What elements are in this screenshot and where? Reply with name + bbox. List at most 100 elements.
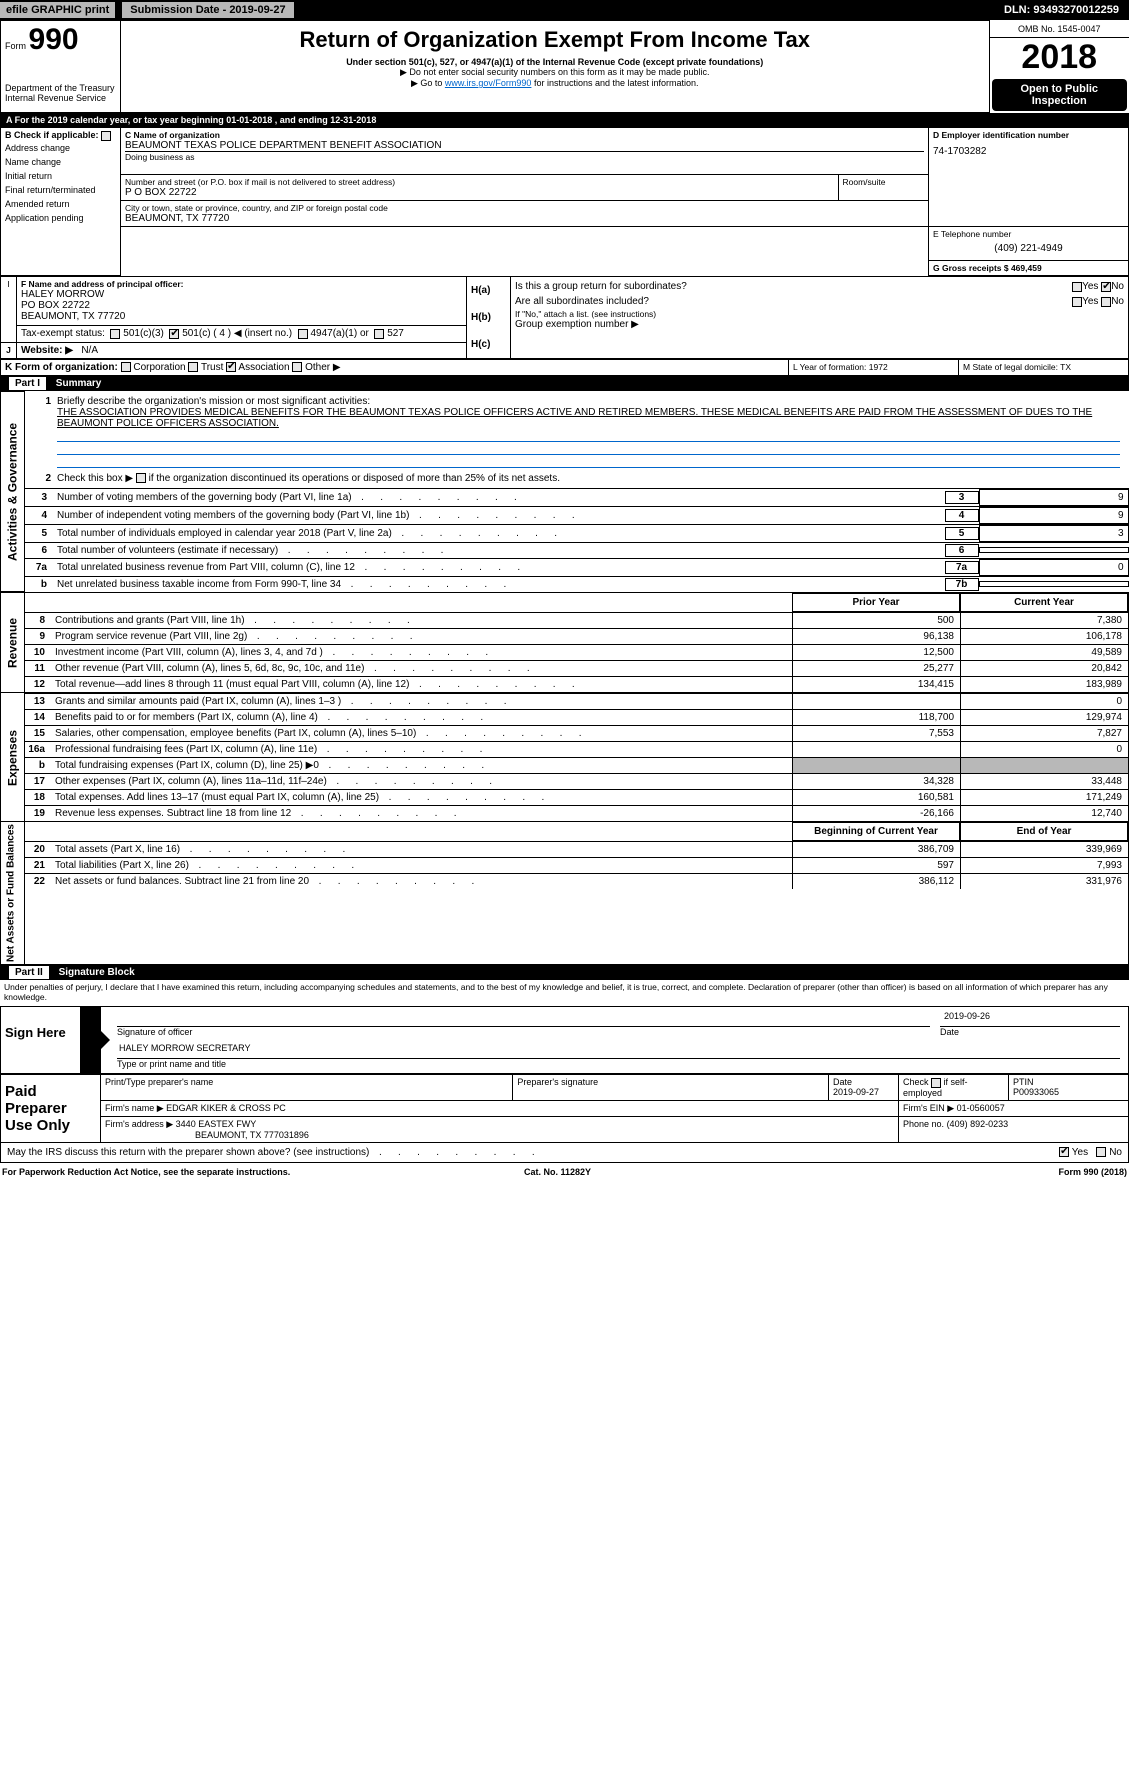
- goto-prefix: ▶ Go to: [411, 78, 445, 88]
- financial-row: 16aProfessional fundraising fees (Part I…: [25, 741, 1128, 757]
- sign-arrow-icon: [81, 1007, 101, 1073]
- paid-preparer-block: Paid Preparer Use Only Print/Type prepar…: [0, 1074, 1129, 1143]
- ha-yes-checkbox[interactable]: [1072, 282, 1082, 292]
- financial-row: 8Contributions and grants (Part VIII, li…: [25, 612, 1128, 628]
- financial-row: 9Program service revenue (Part VIII, lin…: [25, 628, 1128, 644]
- prep-date-hdr: Date: [833, 1077, 852, 1087]
- netassets-block: Beginning of Current Year End of Year 20…: [25, 822, 1129, 965]
- 4947-checkbox[interactable]: [298, 329, 308, 339]
- rowk-checkbox[interactable]: [226, 362, 236, 372]
- part1-table: Activities & Governance 1 Briefly descri…: [0, 391, 1129, 592]
- yes-label: Yes: [1082, 281, 1098, 292]
- financial-row: 13Grants and similar amounts paid (Part …: [25, 693, 1128, 709]
- rowk-checkbox[interactable]: [188, 362, 198, 372]
- signature-line[interactable]: [117, 1011, 930, 1027]
- org-name: BEAUMONT TEXAS POLICE DEPARTMENT BENEFIT…: [125, 140, 924, 151]
- dept-irs: Internal Revenue Service: [5, 93, 116, 103]
- top-bar: efile GRAPHIC print Submission Date - 20…: [0, 0, 1129, 20]
- date-label: Date: [940, 1027, 1120, 1037]
- tax-exempt-label: Tax-exempt status:: [21, 328, 105, 339]
- financial-row: 21Total liabilities (Part X, line 26)597…: [25, 857, 1128, 873]
- firm-phone-label: Phone no.: [903, 1119, 944, 1129]
- part1-numboxed: 3Number of voting members of the governi…: [25, 488, 1129, 592]
- dln-label: DLN: 93493270012259: [994, 2, 1129, 18]
- financial-row: 12Total revenue—add lines 8 through 11 (…: [25, 676, 1128, 692]
- financial-row: 18Total expenses. Add lines 13–17 (must …: [25, 789, 1128, 805]
- omb-number: OMB No. 1545-0047: [990, 21, 1129, 38]
- website-label: Website: ▶: [21, 345, 73, 356]
- summary-line: 3Number of voting members of the governi…: [25, 488, 1129, 506]
- part1-title: Summary: [56, 378, 102, 389]
- 527-label: 527: [387, 328, 404, 339]
- sign-date: 2019-09-26: [940, 1011, 1120, 1027]
- part1-tab: Part I: [8, 376, 47, 391]
- box-c-address: Number and street (or P.O. box if mail i…: [121, 175, 929, 227]
- hb-text: Are all subordinates included?: [515, 296, 1072, 307]
- footer-right: Form 990 (2018): [1058, 1167, 1127, 1177]
- street-label: Number and street (or P.O. box if mail i…: [125, 177, 834, 187]
- yes-label2: Yes: [1082, 296, 1098, 307]
- discuss-no-checkbox[interactable]: [1096, 1147, 1106, 1157]
- row-j-marker: J: [1, 342, 17, 358]
- officer-addr2: BEAUMONT, TX 77720: [21, 311, 462, 322]
- rowk-checkbox[interactable]: [292, 362, 302, 372]
- paid-preparer-label: Paid Preparer Use Only: [1, 1075, 101, 1143]
- box-b-item: Final return/terminated: [5, 183, 116, 197]
- summary-line: 4Number of independent voting members of…: [25, 506, 1129, 524]
- checkbox-icon[interactable]: [101, 131, 111, 141]
- rowk-option-label: Trust: [198, 362, 223, 373]
- firm-addr-label: Firm's address ▶: [105, 1119, 173, 1129]
- summary-line: bNet unrelated business taxable income f…: [25, 576, 1129, 592]
- officer-addr1: PO BOX 22722: [21, 300, 462, 311]
- ha-text: Is this a group return for subordinates?: [515, 281, 1072, 292]
- selfemp-text-a: Check: [903, 1077, 931, 1087]
- gross-receipts: G Gross receipts $ 469,459: [933, 263, 1124, 273]
- 527-checkbox[interactable]: [374, 329, 384, 339]
- subtitle-1: Under section 501(c), 527, or 4947(a)(1)…: [125, 57, 985, 67]
- name-title-label: Type or print name and title: [117, 1059, 1120, 1069]
- ha-no-checkbox[interactable]: [1101, 282, 1111, 292]
- ein-value: 74-1703282: [933, 140, 1124, 163]
- discuss-text: May the IRS discuss this return with the…: [7, 1147, 537, 1158]
- 501c-checkbox[interactable]: [169, 329, 179, 339]
- dba-label: Doing business as: [125, 152, 924, 162]
- financial-row: 15Salaries, other compensation, employee…: [25, 725, 1128, 741]
- sign-here-label: Sign Here: [1, 1007, 81, 1073]
- form-label: Form: [5, 41, 26, 51]
- expenses-block: 13Grants and similar amounts paid (Part …: [25, 693, 1129, 822]
- header-right: OMB No. 1545-0047 2018 Open to Public In…: [989, 21, 1129, 113]
- revenue-block: Prior Year Current Year 8Contributions a…: [25, 593, 1129, 693]
- financial-row: 19Revenue less expenses. Subtract line 1…: [25, 805, 1128, 821]
- q2-text-a: Check this box ▶: [57, 473, 136, 484]
- officer-name: HALEY MORROW: [21, 289, 462, 300]
- blank-line: [57, 456, 1120, 468]
- financials-table: Revenue Prior Year Current Year 8Contrib…: [0, 592, 1129, 965]
- discuss-yes-checkbox[interactable]: [1059, 1147, 1069, 1157]
- revenue-vlabel: Revenue: [1, 593, 25, 693]
- efile-label: efile GRAPHIC print: [0, 2, 115, 18]
- street-value: P O BOX 22722: [125, 187, 834, 198]
- ptin-hdr: PTIN: [1013, 1077, 1034, 1087]
- rowk-checkbox[interactable]: [121, 362, 131, 372]
- row-i-marker: I: [1, 277, 17, 343]
- hb-no-checkbox[interactable]: [1101, 297, 1111, 307]
- dept-treasury: Department of the Treasury: [5, 83, 116, 93]
- activities-vlabel: Activities & Governance: [1, 392, 25, 592]
- ptin-val: P00933065: [1013, 1087, 1059, 1097]
- financial-row: 17Other expenses (Part IX, column (A), l…: [25, 773, 1128, 789]
- discuss-row: May the IRS discuss this return with the…: [0, 1143, 1129, 1163]
- 501c3-checkbox[interactable]: [110, 329, 120, 339]
- q1-value: THE ASSOCIATION PROVIDES MEDICAL BENEFIT…: [57, 407, 1092, 429]
- end-year-hdr: End of Year: [960, 822, 1128, 841]
- ha-label: H(a): [471, 279, 506, 302]
- hc-label: H(c): [471, 333, 506, 356]
- q2-text-b: if the organization discontinued its ope…: [149, 473, 560, 484]
- city-label: City or town, state or province, country…: [125, 203, 924, 213]
- hb-yes-checkbox[interactable]: [1072, 297, 1082, 307]
- subtitle-2: ▶ Do not enter social security numbers o…: [125, 67, 985, 78]
- q2-checkbox[interactable]: [136, 473, 146, 483]
- box-e: E Telephone number (409) 221-4949: [929, 227, 1129, 261]
- self-employed-checkbox[interactable]: [931, 1078, 941, 1088]
- irs-link[interactable]: www.irs.gov/Form990: [445, 78, 532, 88]
- phone-value: (409) 221-4949: [933, 239, 1124, 258]
